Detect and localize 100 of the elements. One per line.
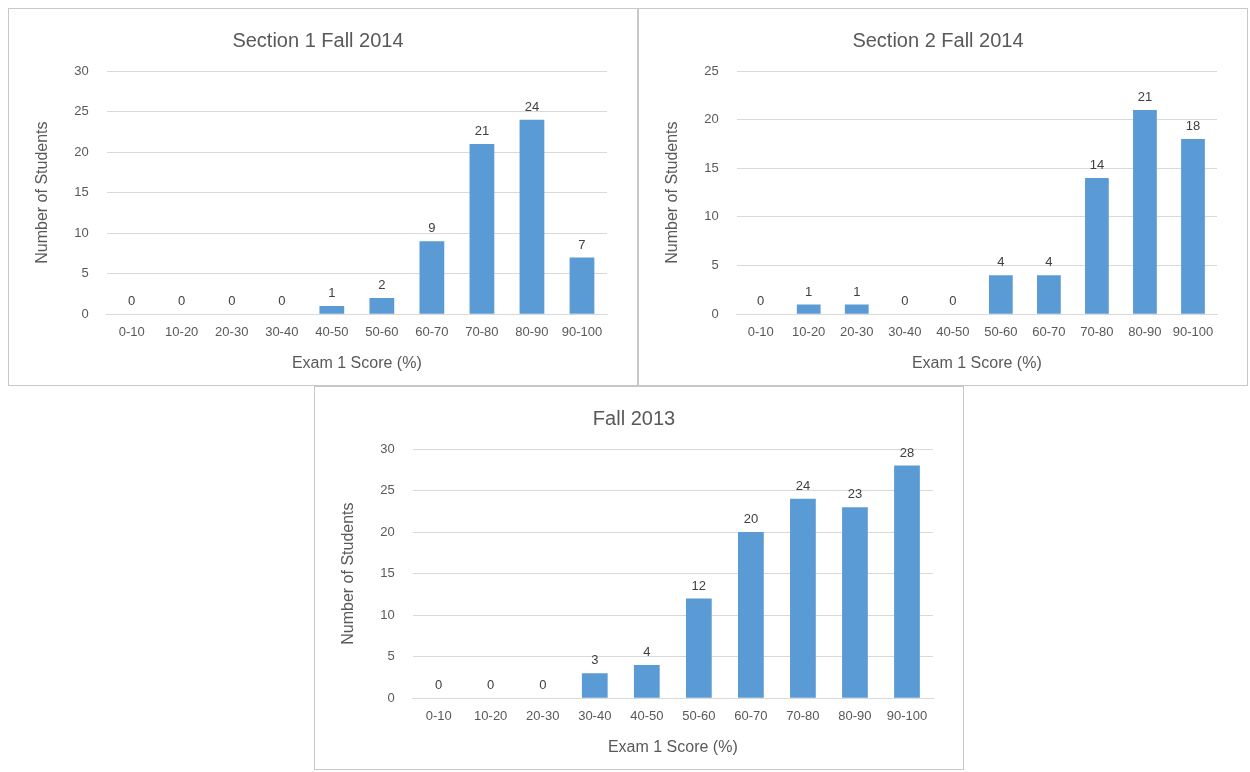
data-label: 21 (474, 123, 490, 139)
x-tick-label: 60-70 (1032, 323, 1066, 339)
x-tick-label: 60-70 (734, 707, 768, 723)
data-label: 20 (743, 511, 759, 527)
x-tick-label: 20-30 (840, 323, 874, 339)
y-tick-label: 0 (711, 305, 719, 321)
data-label: 0 (901, 293, 909, 309)
bar (790, 498, 816, 698)
data-label: 1 (805, 283, 813, 299)
chart-title: Section 2 Fall 2014 (852, 28, 1024, 51)
data-label: 0 (128, 293, 136, 309)
x-axis-title: Exam 1 Score (%) (291, 353, 422, 371)
x-axis-title: Exam 1 Score (%) (607, 737, 738, 755)
data-label: 0 (178, 293, 186, 309)
x-tick-label: 70-80 (1080, 323, 1114, 339)
bar (894, 465, 920, 698)
bar (369, 297, 395, 314)
x-tick-label: 50-60 (984, 323, 1018, 339)
y-tick-label: 5 (81, 265, 89, 281)
bar (988, 275, 1013, 314)
x-tick-label: 70-80 (786, 707, 820, 723)
bar (519, 119, 545, 314)
x-tick-label: 40-50 (630, 707, 664, 723)
bar (469, 143, 495, 314)
data-label: 0 (487, 677, 495, 693)
y-tick-label: 25 (74, 103, 89, 119)
data-label: 9 (428, 220, 436, 236)
x-tick-label: 0-10 (118, 323, 145, 339)
x-tick-label: 80-90 (838, 707, 872, 723)
y-tick-label: 15 (74, 184, 89, 200)
y-tick-label: 0 (81, 305, 89, 321)
y-tick-label: 5 (387, 648, 395, 664)
data-label: 24 (524, 98, 540, 114)
y-axis-title: Number of Students (339, 502, 357, 645)
bar (842, 507, 868, 698)
x-tick-label: 10-20 (792, 323, 826, 339)
bar (633, 664, 660, 698)
data-label: 0 (278, 293, 286, 309)
y-tick-label: 10 (74, 224, 89, 240)
x-tick-label: 50-60 (682, 707, 716, 723)
data-label: 14 (1089, 157, 1105, 173)
y-tick-label: 30 (74, 62, 89, 78)
bar (844, 304, 869, 314)
data-label: 12 (691, 577, 707, 593)
x-tick-label: 80-90 (1128, 323, 1162, 339)
x-tick-label: 0-10 (425, 707, 452, 723)
x-axis-title: Exam 1 Score (%) (911, 353, 1042, 371)
data-label: 18 (1185, 118, 1201, 134)
x-tick-label: 20-30 (526, 707, 560, 723)
data-label: 0 (949, 293, 957, 309)
x-tick-label: 10-20 (474, 707, 508, 723)
y-tick-label: 10 (704, 208, 719, 224)
x-tick-label: 10-20 (165, 323, 199, 339)
bar (419, 241, 445, 314)
data-label: 4 (643, 644, 651, 660)
bar (1133, 109, 1157, 314)
x-tick-label: 90-100 (886, 707, 928, 723)
x-tick-label: 30-40 (578, 707, 612, 723)
y-tick-label: 25 (704, 62, 719, 78)
x-tick-label: 90-100 (1172, 323, 1214, 339)
y-tick-label: 10 (380, 606, 395, 622)
data-label: 0 (757, 293, 765, 309)
y-tick-label: 15 (380, 565, 395, 581)
data-label: 3 (591, 652, 599, 668)
data-label: 1 (853, 283, 861, 299)
x-tick-label: 50-60 (365, 323, 399, 339)
y-tick-label: 5 (711, 257, 719, 273)
data-label: 1 (328, 285, 336, 301)
bar (685, 598, 712, 698)
y-axis-title: Number of Students (33, 121, 51, 264)
x-tick-label: 40-50 (936, 323, 970, 339)
x-tick-label: 30-40 (888, 323, 922, 339)
x-tick-label: 0-10 (747, 323, 774, 339)
x-tick-label: 70-80 (465, 323, 499, 339)
bar (1036, 275, 1061, 314)
data-label: 4 (1045, 254, 1053, 270)
y-tick-label: 15 (704, 159, 719, 175)
x-tick-label: 60-70 (415, 323, 449, 339)
data-label: 4 (997, 254, 1005, 270)
x-tick-label: 90-100 (561, 323, 603, 339)
x-tick-label: 40-50 (315, 323, 349, 339)
bar (738, 532, 764, 698)
data-label: 21 (1137, 88, 1153, 104)
bar (1181, 139, 1205, 314)
data-label: 0 (539, 677, 547, 693)
chart-title: Section 1 Fall 2014 (232, 28, 404, 51)
bar (581, 673, 608, 698)
y-axis-title: Number of Students (663, 121, 681, 264)
data-label: 0 (228, 293, 236, 309)
data-label: 0 (435, 677, 443, 693)
bar (319, 306, 345, 314)
data-label: 7 (578, 236, 586, 252)
y-tick-label: 20 (380, 523, 395, 539)
y-tick-label: 30 (380, 440, 395, 456)
bar (569, 257, 595, 314)
bar (1085, 178, 1109, 314)
y-tick-label: 0 (387, 689, 395, 705)
bar (796, 304, 821, 314)
data-label: 2 (378, 277, 386, 293)
data-label: 28 (899, 444, 915, 460)
